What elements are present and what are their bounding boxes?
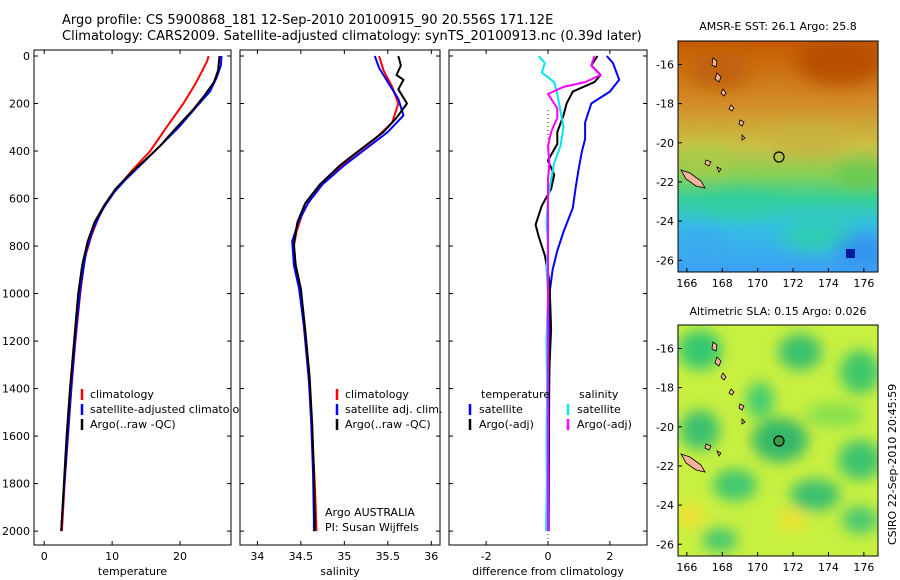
- temperature-xtick-label: 10: [105, 550, 119, 563]
- map-ytick-label: -24: [656, 215, 674, 228]
- temperature-xlabel: temperature: [98, 565, 167, 578]
- difference-line-temperature-satellite: [547, 55, 621, 532]
- temperature-axes-frame: [33, 49, 232, 546]
- legend-label-climatology: climatology: [90, 388, 154, 401]
- map-xtick-label: 176: [853, 561, 874, 574]
- salinity-xlabel: salinity: [320, 565, 360, 578]
- sst-map: AMSR-E SST: 26.1 Argo: 25.8: [677, 20, 879, 273]
- salinity-xtick-label: 34.5: [289, 550, 314, 563]
- salinity-series-group: [291, 55, 408, 532]
- depth-tick-label: 0: [23, 50, 30, 63]
- sst-map-field: [678, 41, 878, 272]
- depth-tick-label: 400: [9, 145, 30, 158]
- salinity-xtick-label: 34: [250, 550, 264, 563]
- salinity-axes-frame: [239, 49, 441, 546]
- map-xtick-label: 168: [712, 277, 733, 290]
- legend-label-satellite-adj-clim: satellite adj. clim.: [345, 403, 442, 416]
- sst-argo-marker: [773, 151, 785, 163]
- depth-tick-label: 1400: [2, 383, 30, 396]
- map-xtick-label: 166: [676, 561, 697, 574]
- temperature-plot: 0 200 400 600 800 1000 1200 1400 1600 1800 2000 0 10…: [2, 49, 253, 578]
- salinity-xtick-label: 36: [424, 550, 438, 563]
- salinity-line-argo-raw-qc: [292, 55, 408, 532]
- legend-label-climatology: climatology: [345, 388, 409, 401]
- map-ytick-label: -16: [656, 342, 674, 355]
- map-xtick-label: 170: [747, 277, 768, 290]
- temperature-series-group: [60, 55, 223, 532]
- difference-plot: -2 0 2 difference from climatology temperatu…: [448, 49, 648, 578]
- depth-tick-label: 1800: [2, 478, 30, 491]
- legend-label-argo-raw-qc: Argo(..raw -QC): [345, 418, 431, 431]
- map-ytick-label: -20: [656, 421, 674, 434]
- map-xtick-label: 170: [747, 561, 768, 574]
- map-ytick-label: -24: [656, 499, 674, 512]
- sla-map-title: Altimetric SLA: 0.15 Argo: 0.026: [689, 305, 866, 318]
- map-xtick-label: 168: [712, 561, 733, 574]
- sst-map-islands: [680, 57, 746, 189]
- temperature-xtick-label: 0: [41, 550, 48, 563]
- salinity-plot: 34 34.5 35 35.5 36 salinity climatology satelli…: [239, 49, 442, 578]
- legend-label-argo-raw-qc: Argo(..raw -QC): [90, 418, 176, 431]
- map-ytick-label: -26: [656, 538, 674, 551]
- map-ytick-label: -20: [656, 137, 674, 150]
- map-ytick-label: -18: [656, 98, 674, 111]
- depth-tick-label: 2000: [2, 525, 30, 538]
- legend-label-satellite-adjusted-climatology: satellite-adjusted climatology: [90, 403, 253, 416]
- difference-line-salinity-argo-adj: [547, 55, 602, 532]
- sst-map-title: AMSR-E SST: 26.1 Argo: 25.8: [699, 20, 857, 33]
- figure-title-line1: Argo profile: CS 5900868_181 12-Sep-2010…: [62, 13, 554, 28]
- legend-label-salinity: salinity: [579, 388, 619, 401]
- map-xtick-label: 172: [783, 561, 804, 574]
- map-xtick-label: 174: [818, 277, 839, 290]
- map-ytick-label: -26: [656, 254, 674, 267]
- legend-label-argo-adj: Argo(-adj): [577, 418, 632, 431]
- map-ytick-label: -16: [656, 58, 674, 71]
- salinity-xtick-label: 35: [337, 550, 351, 563]
- depth-tick-label: 1200: [2, 335, 30, 348]
- map-ytick-label: -22: [656, 460, 674, 473]
- difference-xlabel: difference from climatology: [472, 565, 624, 578]
- difference-xtick-label: 2: [606, 550, 613, 563]
- legend-label-temperature: temperature: [481, 388, 550, 401]
- map-xtick-label: 176: [853, 277, 874, 290]
- annotation-line-1: PI: Susan Wijffels: [325, 521, 419, 534]
- legend-label-satellite: satellite: [577, 403, 621, 416]
- depth-tick-label: 800: [9, 240, 30, 253]
- annotation-line-0: Argo AUSTRALIA: [325, 506, 415, 519]
- sla-argo-marker: [773, 435, 785, 447]
- map-xtick-label: 166: [676, 277, 697, 290]
- depth-tick-label: 600: [9, 193, 30, 206]
- depth-tick-label: 200: [9, 98, 30, 111]
- salinity-xtick-label: 35.5: [376, 550, 401, 563]
- difference-xtick-label: 0: [545, 550, 552, 563]
- map-xtick-label: 172: [783, 277, 804, 290]
- temperature-line-argo-raw-qc: [60, 55, 221, 532]
- depth-tick-label: 1000: [2, 288, 30, 301]
- legend-label-argo-adj: Argo(-adj): [479, 418, 534, 431]
- map-ytick-label: -22: [656, 176, 674, 189]
- map-xtick-label: 174: [818, 561, 839, 574]
- depth-tick-label: 1600: [2, 430, 30, 443]
- map-ytick-label: -18: [656, 382, 674, 395]
- temperature-xtick-label: 20: [173, 550, 187, 563]
- difference-xtick-label: -2: [481, 550, 492, 563]
- credit-label: CSIRO 22-Sep-2010 20:45:59: [886, 383, 899, 545]
- sla-map: Altimetric SLA: 0.15 Argo: 0.026: [677, 305, 879, 557]
- figure-title-line2: Climatology: CARS2009. Satellite-adjuste…: [62, 29, 642, 44]
- legend-label-satellite: satellite: [479, 403, 523, 416]
- sla-map-islands: [680, 341, 746, 473]
- difference-series-group: [534, 55, 621, 532]
- difference-line-temperature-argo-adj: [534, 55, 602, 532]
